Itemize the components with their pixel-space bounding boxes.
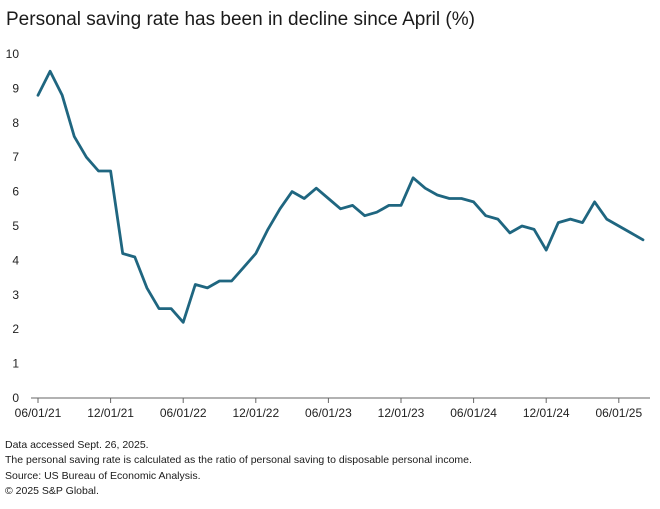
x-tick-label: 12/01/24 [523,406,570,420]
x-tick-label: 06/01/22 [160,406,207,420]
note-source: Source: US Bureau of Economic Analysis. [5,469,201,482]
data-point: 06/23: 5.8 [326,196,331,201]
data-point: 03/25: 5.1 [580,220,585,225]
data-point: 07/25: 4.8 [628,230,633,235]
data-point: 04/25: 5.7 [592,199,597,204]
data-point: 03/23: 6 [290,189,295,194]
data-point: 03/22: 3.2 [144,285,149,290]
note-data-accessed: Data accessed Sept. 26, 2025. [5,439,149,451]
data-point: 08/21: 8.8 [60,93,65,98]
data-point: 06/25: 5 [616,224,621,229]
y-tick-label: 1 [12,357,19,371]
data-point: 04/24: 5.8 [447,196,452,201]
data-point: 01/22: 4.2 [120,251,125,256]
y-tick-label: 3 [12,288,19,302]
series-line-personal-saving-rate [36,69,645,324]
data-points: 06/21: 8.8 07/21: 9.5 08/21: 8.8 09/21: 7.6… [36,69,646,325]
y-tick-label: 8 [12,116,19,130]
data-point: 11/21: 6.6 [96,168,101,173]
y-tick-label: 4 [12,253,19,267]
data-point: 02/24: 6.1 [423,186,428,191]
data-point: 03/24: 5.9 [435,193,440,198]
x-tick-label: 06/01/21 [15,406,62,420]
data-point: 09/23: 5.3 [362,213,367,218]
data-point: 06/22: 2.2 [181,320,186,325]
data-point: 11/23: 5.6 [386,203,391,208]
data-point: 12/24: 4.3 [544,248,549,253]
note-copyright: © 2025 S&P Global. [5,484,99,497]
data-point: 12/23: 5.6 [399,203,404,208]
data-point: 04/22: 2.6 [157,306,162,311]
data-point: 07/23: 5.5 [338,206,343,211]
data-point: 05/23: 6.1 [314,186,319,191]
data-point: 01/25: 5.1 [556,220,561,225]
data-point: 05/22: 2.6 [169,306,174,311]
data-point: 06/21: 8.8 [36,93,41,98]
x-tick-label: 12/01/22 [232,406,279,420]
data-point: 01/23: 4.9 [265,227,270,232]
data-point: 12/21: 6.6 [108,168,113,173]
y-tick-label: 10 [6,47,20,61]
data-point: 02/22: 4.1 [132,254,137,259]
y-tick-label: 2 [12,322,19,336]
data-point: 05/24: 5.8 [459,196,464,201]
data-point: 08/25: 4.6 [641,237,646,242]
data-point: 07/21: 9.5 [48,69,53,74]
data-point: 09/22: 3.4 [217,279,222,284]
data-point: 08/23: 5.6 [350,203,355,208]
data-point: 08/22: 3.2 [205,285,210,290]
x-tick-label: 06/01/25 [595,406,642,420]
chart-title: Personal saving rate has been in decline… [6,9,475,30]
data-point: 11/24: 4.9 [532,227,537,232]
data-point: 07/22: 3.3 [193,282,198,287]
data-point: 11/22: 3.8 [241,265,246,270]
data-point: 10/23: 5.4 [374,210,379,215]
data-point: 07/24: 5.3 [483,213,488,218]
data-point: 06/24: 5.7 [471,199,476,204]
data-point: 10/22: 3.4 [229,279,234,284]
y-tick-label: 7 [12,150,19,164]
data-point: 09/21: 7.6 [72,134,77,139]
note-definition: The personal saving rate is calculated a… [5,454,472,467]
data-point: 01/24: 6.4 [411,175,416,180]
x-tick-label: 06/01/24 [450,406,497,420]
data-point: 02/25: 5.2 [568,217,573,222]
data-point: 09/24: 4.8 [507,230,512,235]
y-tick-label: 5 [12,219,19,233]
y-tick-label: 6 [12,185,19,199]
line-chart: 0 1 2 3 4 5 6 7 8 9 10 06/01/21 12/01/21 06/01/22 12/… [6,47,650,420]
data-point: 10/21: 7 [84,155,89,160]
chart-notes: Data accessed Sept. 26, 2025. The person… [5,438,472,499]
y-axis-ticks: 0 1 2 3 4 5 6 7 8 9 10 [6,47,20,405]
data-point: 02/23: 5.5 [278,206,283,211]
y-tick-label: 9 [12,81,19,95]
data-point: 10/24: 5 [520,224,525,229]
x-tick-label: 12/01/23 [378,406,425,420]
data-point: 12/22: 4.2 [253,251,258,256]
x-tick-label: 12/01/21 [87,406,134,420]
x-axis-ticks: 06/01/21 12/01/21 06/01/22 12/01/22 06/01/23… [15,398,642,420]
data-point: 05/25: 5.2 [604,217,609,222]
data-point: 08/24: 5.2 [495,217,500,222]
y-tick-label: 0 [12,391,19,405]
data-point: 04/23: 5.8 [302,196,307,201]
x-tick-label: 06/01/23 [305,406,352,420]
